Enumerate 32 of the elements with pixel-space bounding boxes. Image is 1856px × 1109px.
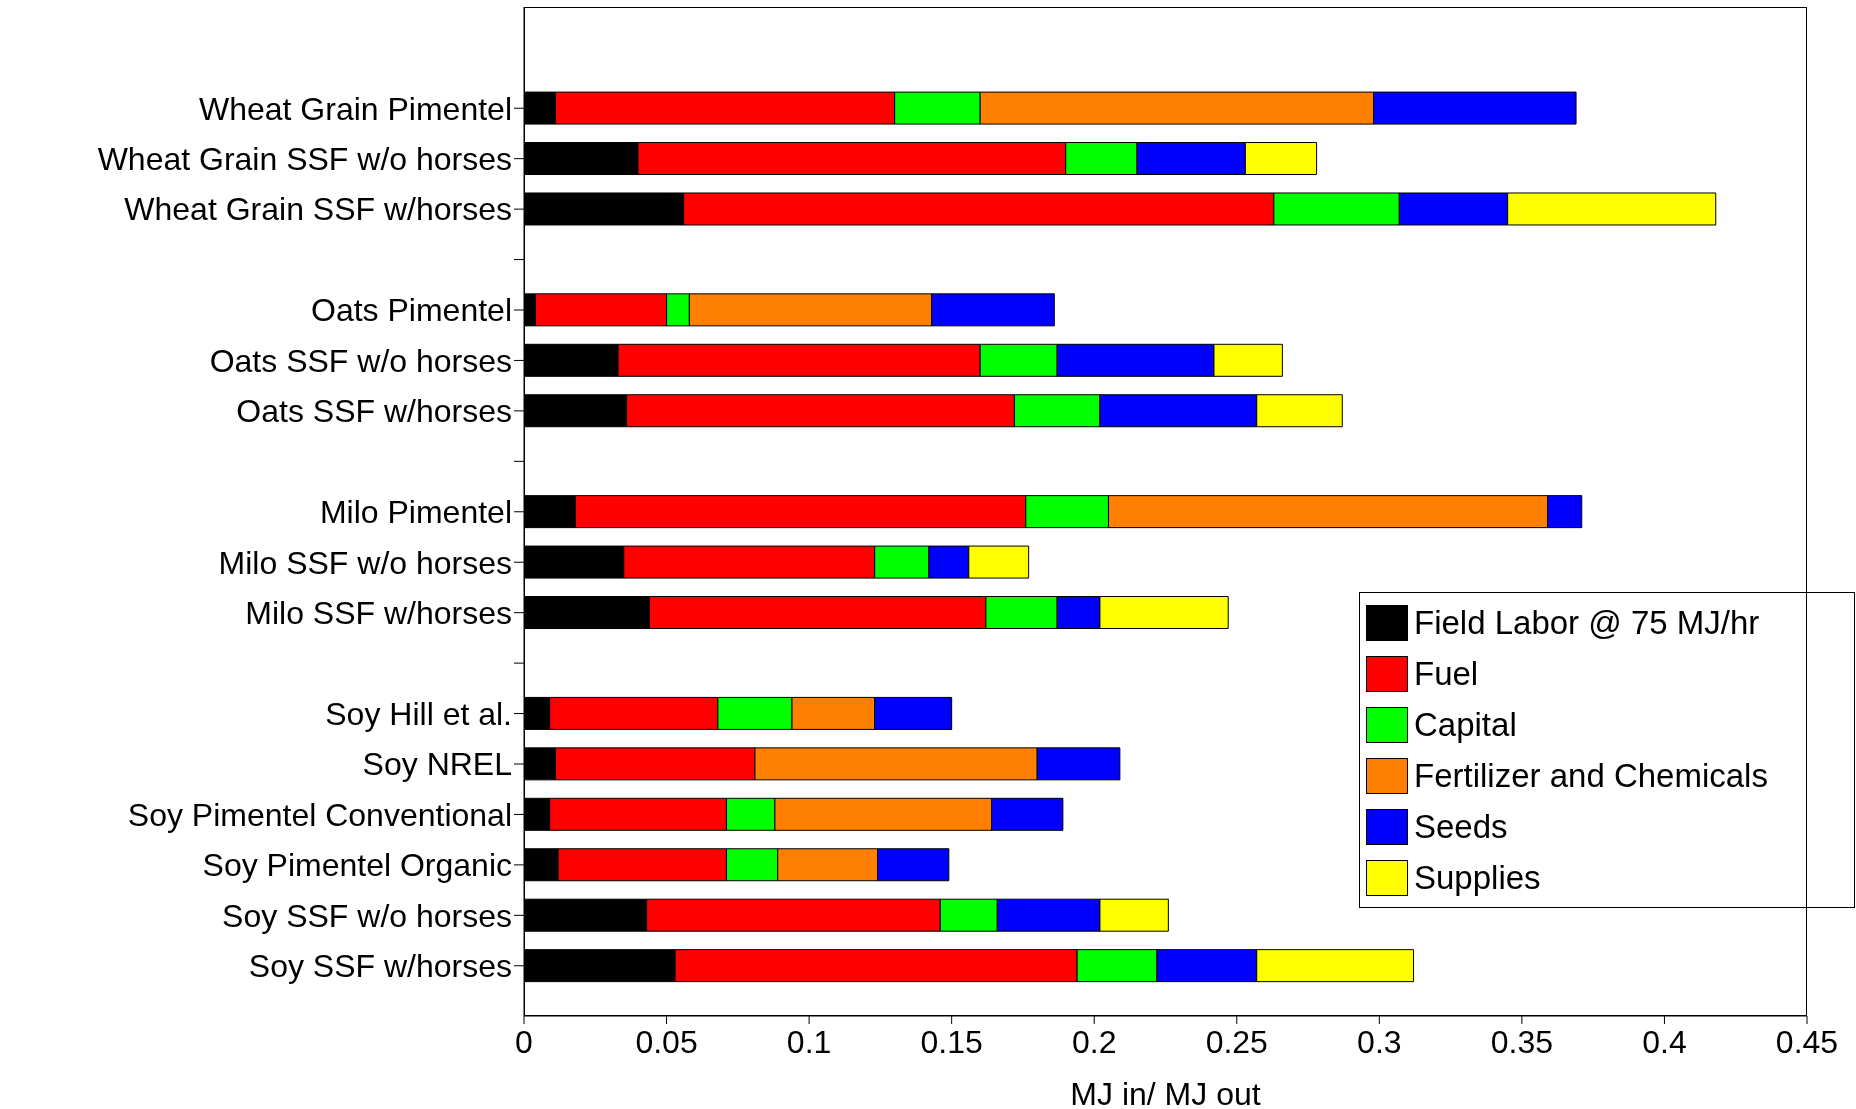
y-tick-label: Oats SSF w/o horses [209,342,512,379]
x-tick-label: 0.4 [1642,1023,1687,1060]
y-tick-label: Soy NREL [362,746,512,783]
legend-label: Supplies [1414,858,1541,897]
y-tick-label: Wheat Grain SSF w/horses [124,191,512,228]
x-tick-label: 0.1 [786,1023,832,1060]
x-tick-label: 0.35 [1490,1023,1554,1060]
x-tick-label: 0.2 [1071,1023,1117,1060]
legend-label: Field Labor @ 75 MJ/hr [1414,603,1760,642]
y-tick-label: Soy Pimentel Organic [202,847,512,884]
y-tick-label: Soy SSF w/o horses [222,897,512,934]
y-tick-label: Soy Hill et al. [325,695,512,732]
y-tick-label: Milo Pimentel [319,494,512,531]
y-tick-label: Oats Pimentel [311,292,512,329]
legend-label: Fuel [1414,654,1479,693]
y-tick-label: Soy Pimentel Conventional [127,796,512,833]
x-tick-label: 0.25 [1205,1023,1268,1060]
y-tick-label: Oats SSF w/horses [236,393,512,430]
legend-label: Seeds [1414,807,1508,846]
y-tick-label: Wheat Grain Pimentel [198,90,512,127]
x-tick-label: 0 [515,1023,533,1060]
x-tick-label: 0.05 [635,1023,698,1060]
x-tick-label: 0.15 [920,1023,983,1060]
x-tick-label: 0.3 [1357,1023,1402,1060]
y-tick-label: Milo SSF w/horses [245,595,512,632]
legend-label: Fertilizer and Chemicals [1414,756,1768,795]
y-tick-label: Wheat Grain SSF w/o horses [97,141,512,178]
y-tick-label: Milo SSF w/o horses [218,544,512,581]
x-tick-label: 0.45 [1775,1023,1839,1060]
x-axis-title: MJ in/ MJ out [1070,1076,1261,1109]
legend-label: Capital [1414,705,1517,744]
y-tick-label: Soy SSF w/horses [248,948,512,985]
